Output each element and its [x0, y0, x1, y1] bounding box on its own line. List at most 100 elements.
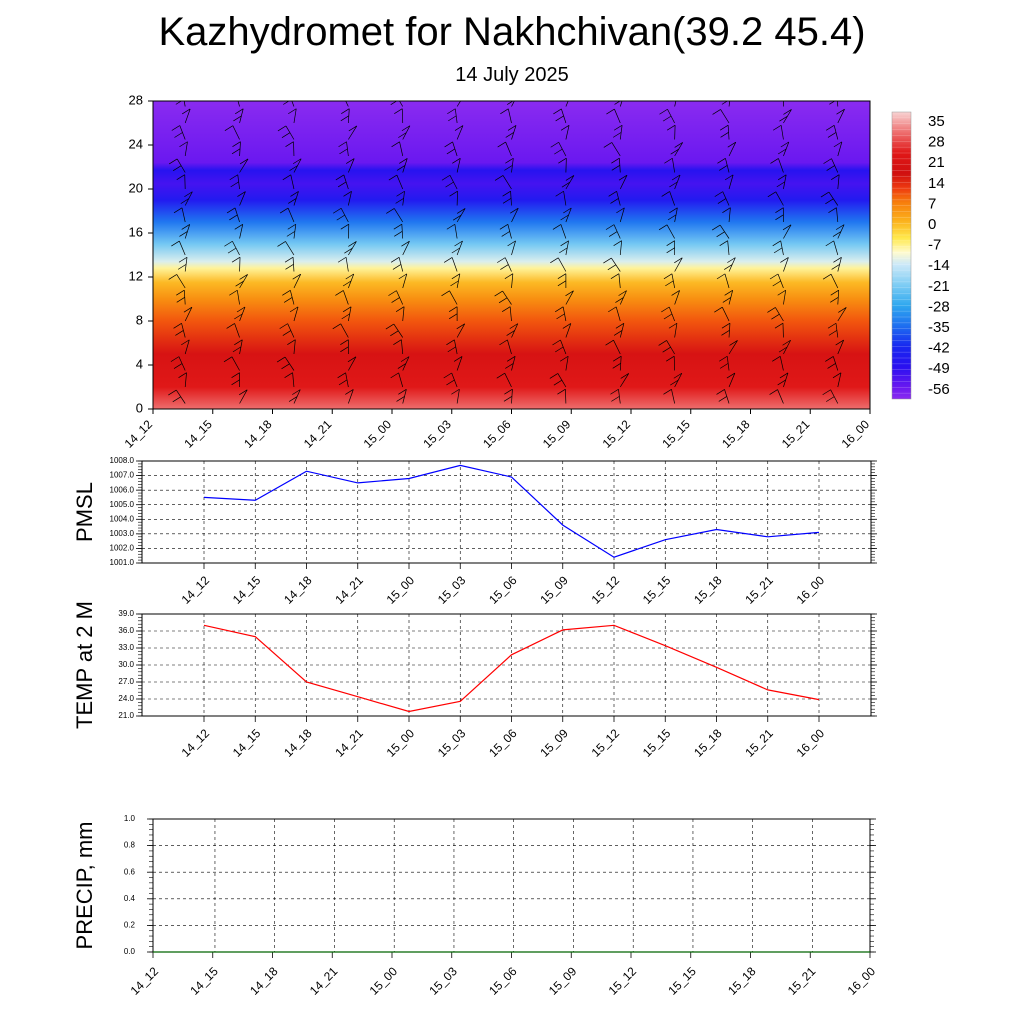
wind-barb-feather: [611, 157, 620, 164]
x-tick-label: 15_06: [480, 417, 514, 451]
wind-barb: [348, 389, 354, 404]
wind-barb-feather: [820, 191, 830, 198]
wind-barb-feather: [281, 93, 289, 98]
wind-barb: [728, 174, 734, 190]
wind-barb-feather: [554, 306, 564, 313]
x-tick-label: 15_18: [691, 573, 725, 607]
wind-barb: [674, 101, 677, 107]
wind-barb-feather: [559, 355, 569, 362]
wind-barb: [783, 257, 789, 272]
wind-barb-feather: [445, 181, 454, 188]
wind-barb-feather: [783, 109, 792, 115]
x-tick-label: 15_15: [659, 417, 693, 451]
wind-barb: [345, 257, 349, 272]
wind-barb-feather: [550, 141, 559, 148]
wind-barb-feather: [606, 108, 615, 115]
wind-barb-feather: [346, 158, 355, 164]
plot-frame: [152, 818, 871, 953]
wind-barb-feather: [822, 273, 832, 280]
wind-barb: [239, 158, 249, 173]
x-tick-label: 14_21: [332, 726, 366, 760]
wind-barb-feather: [443, 372, 452, 379]
wind-barb-feather: [233, 115, 242, 122]
wind-barb-feather: [501, 231, 510, 237]
wind-barb-feather: [454, 240, 463, 247]
wind-barb: [456, 125, 464, 140]
x-tick-label: 15_09: [540, 417, 574, 451]
wind-barb-feather: [288, 198, 297, 204]
wind-barb-feather: [178, 256, 188, 263]
wind-barb-feather: [332, 323, 341, 330]
wind-barb-feather: [830, 174, 840, 181]
wind-barb: [777, 389, 784, 404]
wind-barb: [611, 142, 621, 157]
wind-barb: [340, 323, 349, 338]
wind-barb-feather: [610, 388, 619, 395]
wind-barb: [291, 101, 295, 107]
wind-barb-feather: [231, 379, 240, 386]
wind-barb-feather: [714, 306, 723, 313]
wind-barb-feather: [276, 356, 286, 363]
wind-barb-feather: [345, 389, 354, 395]
wind-barb-feather: [391, 297, 400, 303]
x-tick-label: 15_00: [384, 726, 418, 760]
y-axis-label: PMSL: [72, 482, 97, 542]
wind-barb-feather: [396, 165, 406, 171]
wind-barb: [725, 158, 730, 173]
wind-barb-feather: [554, 148, 563, 155]
wind-barb-feather: [658, 340, 667, 346]
wind-barb: [837, 141, 843, 157]
wind-barb: [402, 306, 405, 322]
wind-barb-feather: [777, 379, 786, 386]
wind-barb-feather: [769, 273, 779, 280]
wind-barb-feather: [612, 355, 622, 362]
wind-barb-feather: [557, 280, 567, 287]
y-tick-label: 1006.0: [110, 485, 135, 494]
colorbar-label: 7: [928, 195, 936, 212]
wind-barb: [668, 306, 675, 322]
wind-barb-feather: [454, 125, 464, 131]
wind-barb-feather: [284, 372, 293, 379]
wind-barb: [454, 339, 458, 355]
wind-barb-feather: [669, 181, 678, 188]
x-tick-label: 15_15: [640, 573, 674, 607]
wind-barb-feather: [671, 174, 681, 181]
wind-barb-feather: [335, 174, 345, 181]
wind-barb-feather: [502, 190, 511, 197]
wind-barb-feather: [553, 108, 562, 115]
wind-barb: [456, 323, 466, 338]
wind-barb: [456, 356, 463, 371]
wind-barb-feather: [288, 108, 297, 115]
wind-barb: [728, 207, 731, 223]
wind-barb-feather: [444, 141, 453, 148]
wind-barb-feather: [659, 108, 668, 115]
x-tick-label: 15_03: [420, 417, 454, 451]
wind-barb-feather: [500, 264, 509, 270]
wind-barb: [239, 306, 246, 322]
wind-barb-feather: [287, 223, 296, 230]
wind-barb-feather: [782, 224, 792, 231]
wind-barb-feather: [716, 231, 725, 238]
wind-barb-feather: [451, 273, 461, 280]
wind-barb-feather: [560, 240, 569, 247]
wind-barb-feather: [620, 373, 629, 379]
wind-barb-feather: [226, 207, 236, 214]
wind-barb: [837, 339, 844, 355]
wind-barb-feather: [172, 396, 181, 403]
x-tick-label: 16_00: [839, 417, 873, 451]
wind-barb-feather: [723, 264, 733, 270]
x-tick-label: 15_06: [486, 573, 520, 607]
wind-barb: [402, 389, 407, 404]
wind-barb-feather: [390, 101, 398, 105]
wind-barb-feather: [337, 181, 347, 188]
wind-barb: [837, 174, 840, 190]
wind-barb: [399, 141, 404, 157]
wind-barb-feather: [343, 191, 352, 197]
colorbar-labels: 35 28 21 14 7 0 -7 -14 -21 -28 -35 -42 -49 -56: [928, 113, 950, 398]
wind-barb-feather: [726, 372, 736, 379]
wind-barb: [231, 356, 240, 371]
wind-barb-feather: [772, 356, 781, 362]
wind-barb-feather: [603, 142, 612, 148]
wind-barb-feather: [172, 165, 182, 171]
y-tick-label: 0.4: [124, 894, 136, 903]
